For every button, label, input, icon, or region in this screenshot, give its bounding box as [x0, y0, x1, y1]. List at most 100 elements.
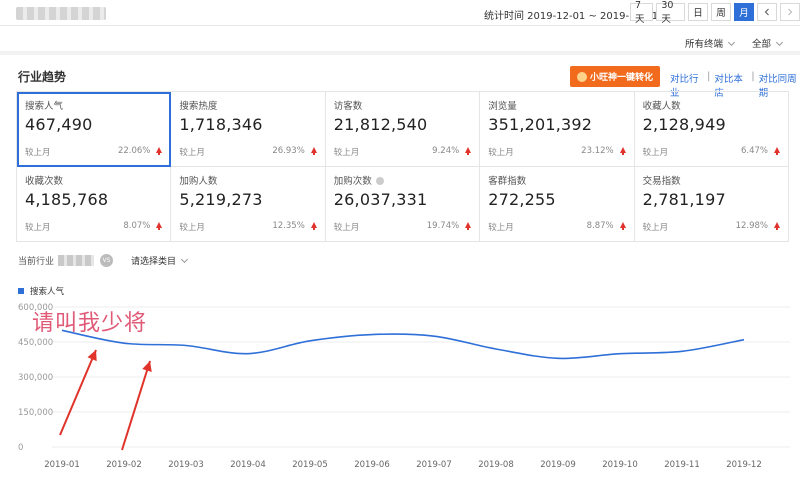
metric-card[interactable]: 搜索人气 467,490 较上月 22.06%	[17, 92, 172, 167]
metric-compare-label: 较上月	[642, 223, 669, 233]
info-icon[interactable]	[375, 177, 384, 185]
period-week-button[interactable]: 周	[711, 3, 731, 21]
mascot-icon	[576, 71, 587, 82]
compare-industry-link[interactable]: 对比行业	[670, 74, 699, 99]
annotation-arrow	[121, 360, 151, 451]
x-tick-label: 2019-08	[478, 460, 514, 470]
metric-compare-label: 较上月	[333, 148, 360, 158]
metric-change: 23.12%	[581, 146, 614, 156]
x-tick-label: 2019-02	[106, 460, 142, 470]
chevron-left-icon	[764, 8, 769, 16]
convert-button[interactable]: 小旺神一键转化	[570, 66, 660, 87]
metric-value: 1,718,346	[179, 115, 263, 134]
top-bar: 统计时间 2019-12-01 ~ 2019-12-31 7天 30天 日 周 …	[0, 0, 800, 26]
x-tick-label: 2019-04	[230, 460, 266, 470]
period-month-button[interactable]: 月	[734, 3, 754, 21]
y-tick-label: 450,000	[18, 338, 53, 348]
metric-label: 访客数	[333, 101, 363, 112]
metric-change: 19.74%	[426, 221, 460, 231]
terminal-dropdown[interactable]: 所有终端	[685, 36, 736, 50]
metric-card[interactable]: 加购人数 5,219,273 较上月 12.35%	[171, 167, 326, 242]
scope-dropdown[interactable]: 全部	[752, 36, 784, 50]
y-tick-label: 600,000	[18, 303, 53, 313]
metric-label: 浏览量	[488, 101, 517, 112]
blurred-shop-name	[16, 7, 106, 20]
y-tick-label: 300,000	[18, 373, 53, 383]
data-point[interactable]	[494, 347, 499, 352]
legend-label[interactable]: 搜索人气	[30, 287, 65, 297]
annotation-text: 请叫我少将	[32, 311, 148, 336]
metric-compare-label: 较上月	[333, 223, 360, 233]
annotation-arrow	[59, 349, 97, 436]
metric-compare-label: 较上月	[488, 223, 514, 233]
blurred-industry-name	[58, 255, 95, 266]
compare-period-link[interactable]: 对比同周期	[758, 74, 797, 99]
metric-card[interactable]: 客群指数 272,255 较上月 8.87%	[480, 167, 635, 242]
metric-value: 4,185,768	[25, 190, 109, 209]
convert-button-label: 小旺神一键转化	[589, 73, 653, 83]
data-point[interactable]	[246, 351, 251, 356]
compare-links: 对比行业 | 对比本店 | 对比同周期	[670, 71, 800, 99]
scope-dropdown-label: 全部	[752, 39, 772, 50]
metric-label: 交易指数	[642, 176, 681, 187]
period-7d-button[interactable]: 7天	[630, 0, 654, 25]
period-30d-button[interactable]: 30天	[656, 0, 685, 25]
arrow-up-icon	[156, 147, 163, 155]
metric-compare-label: 较上月	[25, 223, 51, 233]
data-point[interactable]	[308, 338, 313, 343]
metric-value: 5,219,273	[179, 190, 263, 209]
metric-card[interactable]: 访客数 21,812,540 较上月 9.24%	[325, 92, 481, 167]
metric-value: 21,812,540	[333, 115, 428, 134]
divider: |	[751, 71, 755, 82]
series-line[interactable]	[61, 329, 745, 360]
y-tick-label: 150,000	[18, 408, 53, 418]
metric-card[interactable]: 收藏人数 2,128,949 较上月 6.47%	[634, 92, 789, 167]
data-point[interactable]	[432, 334, 437, 339]
arrow-up-icon	[773, 147, 780, 155]
metric-card[interactable]: 搜索热度 1,718,346 较上月 26.93%	[171, 92, 326, 167]
data-point[interactable]	[618, 351, 623, 356]
section-title: 行业趋势	[18, 70, 67, 84]
arrow-up-icon	[465, 222, 472, 230]
arrow-up-icon	[773, 222, 780, 230]
metric-compare-label: 较上月	[488, 148, 514, 158]
date-range: 统计时间 2019-12-01 ~ 2019-12-31	[484, 11, 659, 22]
metric-change: 8.87%	[586, 221, 614, 231]
y-tick-label: 0	[18, 443, 23, 453]
metric-label: 搜索热度	[179, 101, 218, 112]
data-point[interactable]	[184, 343, 189, 348]
x-tick-label: 2019-11	[664, 460, 700, 470]
x-tick-label: 2019-07	[416, 460, 452, 470]
data-point[interactable]	[122, 341, 127, 346]
period-day-button[interactable]: 日	[688, 3, 708, 21]
arrow-up-icon	[619, 222, 626, 230]
x-tick-label: 2019-01	[44, 460, 80, 470]
metric-label-text: 加购次数	[333, 176, 372, 187]
metric-card[interactable]: 交易指数 2,781,197 较上月 12.98%	[634, 167, 789, 242]
period-selector: 7天 30天 日 周 月	[630, 0, 800, 25]
category-select[interactable]: 请选择类目	[131, 254, 189, 267]
arrow-up-icon	[310, 147, 317, 155]
metric-compare-label: 较上月	[642, 148, 669, 158]
data-point[interactable]	[680, 349, 685, 354]
metric-value: 2,128,949	[642, 115, 726, 134]
metric-label: 加购次数	[334, 173, 471, 187]
metric-value: 26,037,331	[333, 190, 428, 209]
x-tick-label: 2019-06	[354, 460, 390, 470]
data-point[interactable]	[556, 356, 561, 361]
metric-label: 收藏次数	[25, 176, 64, 187]
chevron-right-icon	[788, 8, 793, 16]
arrow-up-icon	[156, 222, 163, 230]
data-point[interactable]	[742, 337, 747, 342]
metric-card[interactable]: 浏览量 351,201,392 较上月 23.12%	[480, 92, 635, 167]
metrics-grid: 搜索人气 467,490 较上月 22.06% 搜索热度 1,718,346 较上…	[16, 91, 789, 242]
compare-store-link[interactable]: 对比本店	[714, 74, 743, 99]
metric-card[interactable]: 收藏次数 4,185,768 较上月 8.07%	[17, 167, 172, 242]
data-point[interactable]	[370, 332, 375, 337]
metric-card[interactable]: 加购次数 26,037,331 较上月 19.74%	[325, 167, 481, 242]
prev-period-button[interactable]	[757, 3, 777, 21]
filter-row: 所有终端 全部	[0, 27, 800, 55]
next-period-button[interactable]	[780, 3, 800, 21]
industry-row: 当前行业 VS 请选择类目	[18, 254, 189, 267]
chevron-down-icon	[775, 38, 784, 47]
